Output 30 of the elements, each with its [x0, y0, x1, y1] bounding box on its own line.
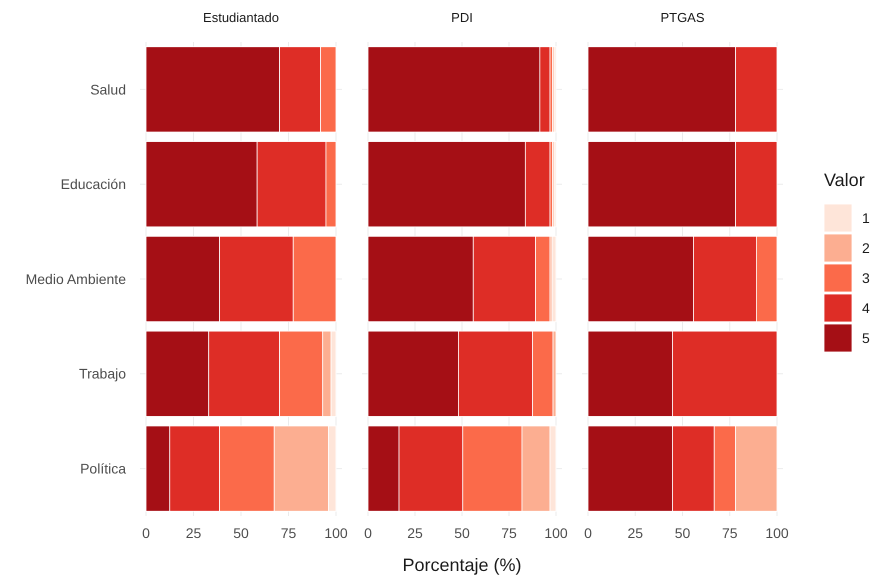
x-tick-label: 0 — [584, 525, 592, 541]
x-tick-label: 75 — [501, 525, 517, 541]
x-tick-label: 0 — [142, 525, 150, 541]
chart-title: PTGAS — [660, 10, 705, 25]
x-tick-label: 75 — [280, 525, 296, 541]
x-tick-label: 50 — [454, 525, 470, 541]
x-tick-label: 100 — [544, 525, 568, 541]
y-tick-label: Medio Ambiente — [26, 270, 126, 287]
y-tick-label: Educación — [60, 176, 126, 192]
legend-label: 5 — [862, 330, 870, 346]
legend-label: 1 — [862, 210, 870, 226]
legend-title: Valor — [824, 170, 865, 190]
y-tick-label: Trabajo — [79, 366, 126, 382]
y-tick-label: Política — [80, 460, 126, 476]
x-tick-label: 0 — [364, 525, 372, 541]
x-tick-label: 50 — [674, 525, 690, 541]
x-tick-label: 100 — [765, 525, 789, 541]
chart-title: Estudiantado — [203, 10, 279, 25]
chart-title: PDI — [451, 10, 473, 25]
x-tick-label: 75 — [722, 525, 738, 541]
x-axis-title: Porcentaje (%) — [402, 555, 522, 575]
x-tick-label: 100 — [324, 525, 348, 541]
legend-label: 2 — [862, 240, 870, 256]
legend-label: 4 — [862, 300, 870, 316]
x-tick-label: 25 — [186, 525, 202, 541]
x-tick-label: 50 — [233, 525, 249, 541]
legend-label: 3 — [862, 270, 870, 286]
x-tick-label: 25 — [407, 525, 423, 541]
x-tick-label: 25 — [627, 525, 644, 541]
y-tick-label: Salud — [90, 81, 126, 98]
